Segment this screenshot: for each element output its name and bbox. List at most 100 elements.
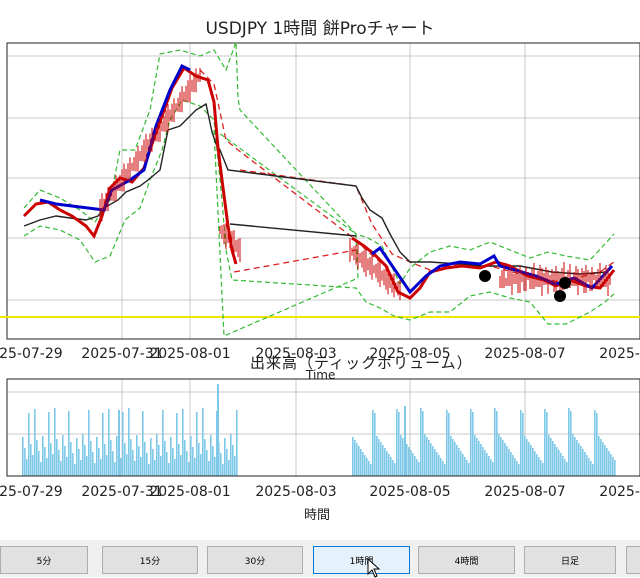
volume-bar [216, 411, 218, 476]
volume-bar [452, 439, 454, 476]
volume-bar [228, 460, 230, 476]
volume-bar [534, 451, 536, 476]
volume-bar [442, 461, 444, 476]
lower-envelope-line-2 [233, 249, 357, 273]
volume-bar [232, 445, 234, 476]
volume-bar [502, 440, 504, 476]
volume-bar [94, 463, 96, 476]
volume-bar [594, 410, 596, 476]
volume-bar [164, 441, 166, 476]
volume-bar [536, 454, 538, 476]
volume-bar [42, 436, 44, 476]
volume-bar [217, 384, 219, 476]
price-grid [7, 43, 640, 339]
volume-bar [570, 411, 572, 476]
timeframe-button-5m[interactable]: 5分 [0, 546, 88, 574]
volume-bar [518, 464, 520, 476]
volume-bar [590, 461, 592, 476]
volume-bar [490, 459, 492, 476]
timeframe-button-30m[interactable]: 30分 [207, 546, 303, 574]
volume-bar [600, 439, 602, 476]
timeframe-button-1h[interactable]: 1時間 [313, 546, 410, 574]
volume-bar [602, 442, 604, 476]
volume-bar [92, 452, 94, 476]
volume-bar [372, 410, 374, 476]
volume-bar [106, 455, 108, 476]
volume-bar [356, 443, 358, 476]
volume-bar [524, 436, 526, 476]
volume-bar [564, 459, 566, 476]
volume-bar [470, 409, 472, 476]
volume-bar [214, 457, 216, 476]
volume-bar [370, 464, 372, 476]
volume-bar [206, 450, 208, 476]
volume-bar [528, 442, 530, 476]
volume-bar [406, 444, 408, 476]
volume-bar [404, 406, 406, 476]
volume-bar [466, 460, 468, 476]
volume-bar [398, 412, 400, 476]
x-tick-label: 2025-07-31 [81, 346, 163, 362]
volume-chart-title: 出来高（ティックボリューム） [250, 354, 473, 372]
volume-bar [30, 444, 32, 476]
volume-bar [54, 408, 56, 476]
volume-bar [454, 442, 456, 476]
volume-bar [168, 463, 170, 476]
volume-bar [464, 457, 466, 476]
volume-bar [494, 408, 496, 476]
volume-bar [224, 438, 226, 476]
volume-bar [384, 448, 386, 476]
volume-bar [614, 460, 616, 476]
volume-bar [392, 460, 394, 476]
timeframe-button-4h[interactable]: 4時間 [418, 546, 515, 574]
timeframe-button-15m[interactable]: 15分 [102, 546, 198, 574]
volume-bar [358, 446, 360, 476]
volume-bar [74, 464, 76, 476]
volume-bar [576, 440, 578, 476]
volume-bar [402, 438, 404, 476]
volume-bar [40, 462, 42, 476]
volume-bar [400, 435, 402, 476]
volume-bar [28, 413, 30, 476]
volume-bar [150, 438, 152, 476]
volume-x-tick-label: 2025-07-31 [81, 484, 163, 500]
volume-bar [172, 448, 174, 476]
volume-bar [432, 446, 434, 476]
volume-bar [506, 446, 508, 476]
volume-bar [222, 464, 224, 476]
volume-bar [72, 453, 74, 476]
timeframe-button-next[interactable] [626, 546, 640, 574]
volume-bar [366, 458, 368, 476]
volume-bar [176, 413, 178, 476]
volume-bar [24, 448, 26, 476]
volume-bar [582, 449, 584, 476]
volume-bar [210, 435, 212, 476]
volume-bar [482, 447, 484, 476]
volume-bar [102, 413, 104, 476]
volume-bar [584, 452, 586, 476]
volume-bar [194, 458, 196, 476]
volume-bar [498, 434, 500, 476]
volume-bar [388, 454, 390, 476]
timeframe-button-daily[interactable]: 日足 [524, 546, 616, 574]
volume-bar [180, 455, 182, 476]
volume-bar [568, 408, 570, 476]
volume-bar [468, 463, 470, 476]
volume-bar [612, 457, 614, 476]
volume-bar [416, 459, 418, 476]
volume-bar [434, 449, 436, 476]
volume-bar [446, 410, 448, 476]
volume-chart[interactable] [0, 376, 640, 478]
price-plot-frame [6, 42, 640, 340]
price-chart[interactable] [0, 40, 640, 340]
volume-bar [162, 410, 164, 476]
volume-bar [422, 411, 424, 476]
volume-bar [496, 411, 498, 476]
volume-bar [186, 451, 188, 476]
volume-bar [364, 455, 366, 476]
volume-bar [62, 435, 64, 476]
volume-bar [448, 413, 450, 476]
volume-bar [46, 458, 48, 476]
volume-bar [450, 436, 452, 476]
volume-bar [208, 461, 210, 476]
